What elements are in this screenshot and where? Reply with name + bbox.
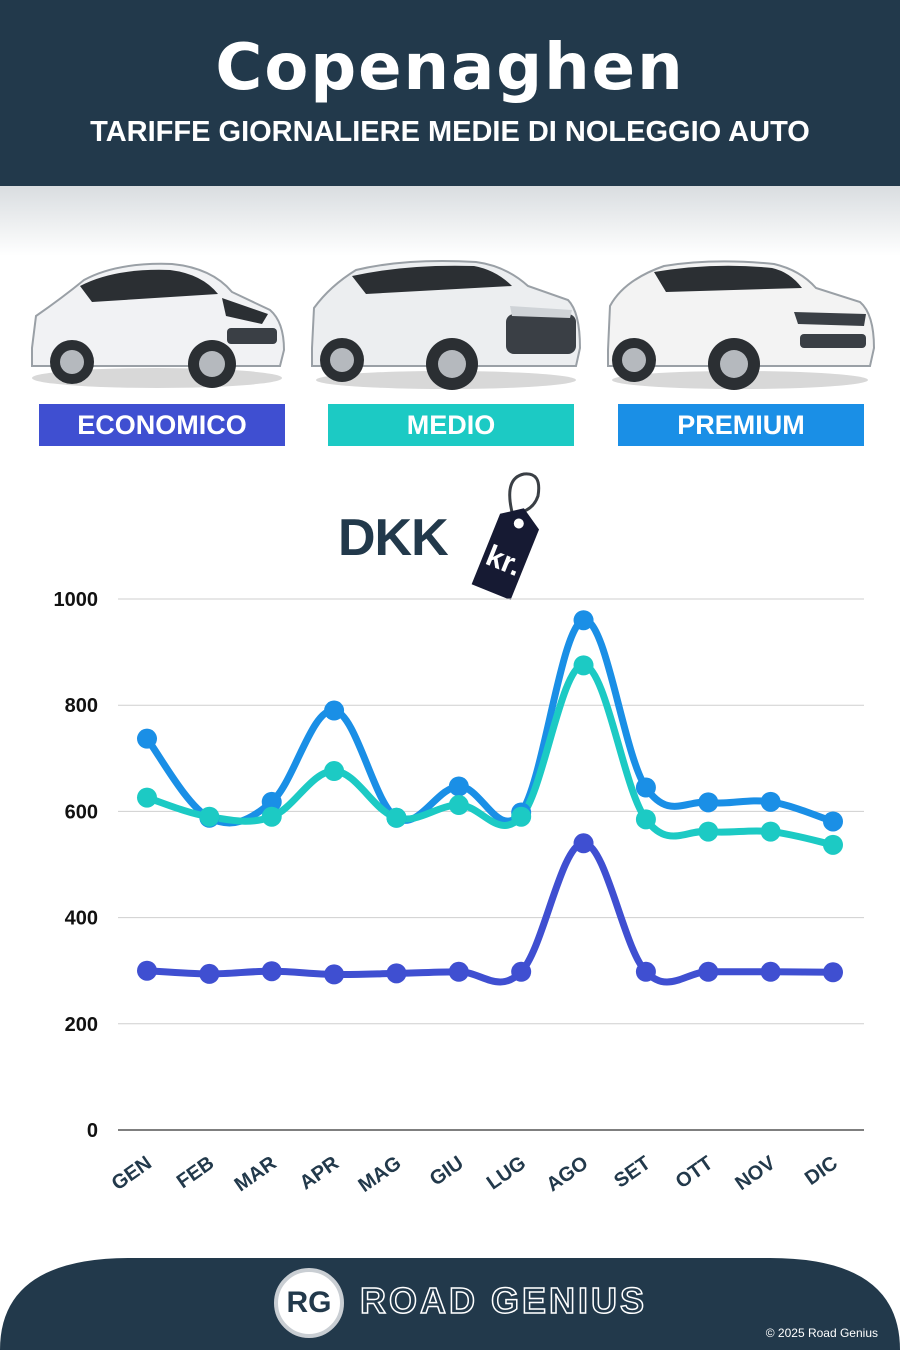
data-point-premium-set <box>635 777 656 798</box>
data-point-medio-feb <box>199 806 220 827</box>
data-point-medio-lug <box>511 806 532 827</box>
grid-lines <box>118 598 864 1131</box>
y-tick-label: 600 <box>65 801 98 823</box>
category-label-economico: ECONOMICO <box>39 404 285 446</box>
y-tick-label: 400 <box>65 908 98 930</box>
x-tick-label-dic: DIC <box>801 1152 842 1190</box>
brand-name-text: ROAD GENIUS <box>359 1279 648 1322</box>
data-point-economico-nov <box>760 961 781 982</box>
page-subtitle: TARIFFE GIORNALIERE MEDIE DI NOLEGGIO AU… <box>90 116 810 148</box>
data-point-medio-dic <box>823 834 843 855</box>
x-tick-label-gen: GEN <box>108 1152 156 1195</box>
x-tick-label-ago: AGO <box>542 1152 592 1196</box>
x-tick-label-giu: GIU <box>426 1152 468 1190</box>
data-point-premium-apr <box>324 700 345 721</box>
y-tick-label: 0 <box>87 1120 98 1142</box>
data-point-medio-ago <box>573 655 594 676</box>
y-tick-label: 800 <box>65 695 98 717</box>
data-point-medio-mar <box>261 806 282 827</box>
data-point-premium-nov <box>760 791 781 812</box>
category-label-premium: PREMIUM <box>618 404 864 446</box>
data-point-economico-gen <box>137 960 157 981</box>
x-tick-label-lug: LUG <box>483 1152 530 1194</box>
price-tag-icon: kr. <box>471 472 541 600</box>
data-point-economico-ott <box>698 961 719 982</box>
y-axis-ticks: 0 200 400 600 800 1000 <box>54 589 99 1142</box>
x-tick-label-nov: NOV <box>731 1152 780 1195</box>
copyright-text: © 2025 Road Genius <box>765 1326 878 1340</box>
economy-car-image <box>31 262 286 388</box>
rates-line-chart: 0 200 400 600 800 1000 GEN FEB MAR APR MAG GIU LUG A… <box>54 589 864 1197</box>
x-tick-label-set: SET <box>610 1152 654 1192</box>
currency-code: DKK <box>338 509 449 567</box>
data-point-medio-giu <box>448 795 469 816</box>
data-point-medio-apr <box>324 761 345 782</box>
series-line-premium <box>143 616 837 827</box>
data-point-economico-ago <box>573 833 594 854</box>
x-tick-label-ott: OTT <box>672 1152 717 1193</box>
data-point-medio-mag <box>386 807 407 828</box>
data-point-premium-dic <box>823 811 843 832</box>
data-point-medio-set <box>635 809 656 830</box>
x-tick-label-mar: MAR <box>231 1152 281 1196</box>
series-lines <box>143 616 837 986</box>
data-point-premium-gen <box>137 728 157 749</box>
data-point-premium-mar <box>261 791 282 812</box>
data-point-premium-ott <box>698 792 719 813</box>
y-tick-label: 200 <box>65 1014 98 1036</box>
data-point-economico-dic <box>823 962 843 983</box>
x-tick-label-apr: APR <box>296 1152 344 1195</box>
data-point-medio-gen <box>137 787 157 808</box>
data-point-economico-apr <box>324 964 345 985</box>
page-title: Copenaghen <box>215 31 685 105</box>
currency-badge: DKK kr. <box>330 468 570 608</box>
data-point-economico-feb <box>199 963 220 984</box>
data-point-premium-ago <box>573 610 594 631</box>
data-point-economico-mag <box>386 963 407 984</box>
footer-banner <box>0 1258 900 1350</box>
header-shadow <box>0 186 900 256</box>
x-tick-label-mag: MAG <box>354 1152 405 1197</box>
category-label-medio: MEDIO <box>328 404 574 446</box>
header-banner: Copenaghen TARIFFE GIORNALIERE MEDIE DI … <box>0 0 900 186</box>
data-point-medio-nov <box>760 821 781 842</box>
data-point-premium-giu <box>448 776 469 797</box>
road-genius-logo: RG <box>274 1268 344 1338</box>
series-line-economico <box>143 839 837 986</box>
y-tick-label: 1000 <box>54 589 99 611</box>
brand-name: ROAD GENIUS <box>359 1279 648 1322</box>
premium-suv-image <box>607 260 876 390</box>
data-point-economico-set <box>635 961 656 982</box>
data-point-medio-ott <box>698 821 719 842</box>
data-point-economico-giu <box>448 961 469 982</box>
data-point-economico-lug <box>511 961 532 982</box>
series-points <box>137 610 843 985</box>
midsize-suv-image <box>311 260 582 390</box>
x-axis-ticks: GEN FEB MAR APR MAG GIU LUG AGO SET OTT NOV DIC <box>108 1152 842 1197</box>
data-point-economico-mar <box>261 961 282 982</box>
x-tick-label-feb: FEB <box>173 1152 218 1193</box>
series-line-medio <box>143 661 837 849</box>
